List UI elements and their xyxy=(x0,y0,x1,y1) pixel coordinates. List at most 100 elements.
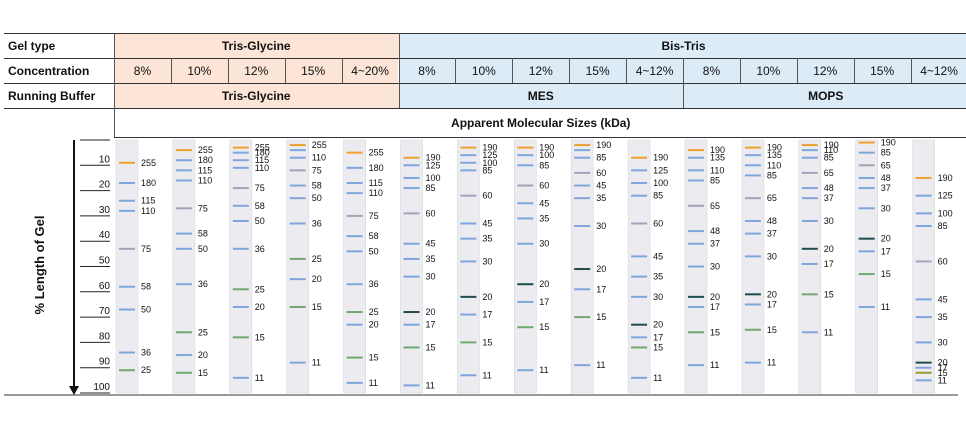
gel-band xyxy=(119,182,135,185)
gel-band xyxy=(460,146,477,149)
table-gridline xyxy=(170,58,172,83)
gel-band xyxy=(688,242,704,245)
band-mw-label: 190 xyxy=(881,138,896,148)
band-mw-label: 15 xyxy=(653,342,663,352)
y-axis-tick-label: 50 xyxy=(99,256,111,267)
gel-band xyxy=(346,381,363,384)
gel-band xyxy=(915,379,932,382)
band-mw-label: 115 xyxy=(255,155,269,165)
gel-band xyxy=(574,268,591,271)
gel-band xyxy=(688,230,704,233)
gel-band xyxy=(289,278,306,281)
band-mw-label: 190 xyxy=(710,145,725,155)
band-mw-label: 45 xyxy=(539,198,549,208)
band-mw-label: 115 xyxy=(141,196,155,206)
band-mw-label: 11 xyxy=(881,302,890,312)
gel-band xyxy=(688,179,704,182)
band-mw-label: 45 xyxy=(653,251,663,261)
gel-band xyxy=(289,361,306,364)
band-mw-label: 85 xyxy=(482,165,492,175)
gel-band xyxy=(631,295,648,298)
band-mw-label: 180 xyxy=(141,178,156,188)
gel-lane xyxy=(627,139,651,394)
gel-band xyxy=(915,361,932,364)
gel-band xyxy=(346,182,363,185)
band-mw-label: 20 xyxy=(198,350,208,360)
gel-band xyxy=(346,283,363,286)
concentration-cell: 4~12% xyxy=(626,58,683,83)
band-mw-label: 11 xyxy=(312,358,321,368)
band-mw-label: 45 xyxy=(482,218,492,228)
y-axis-tick-label: 90 xyxy=(99,357,111,368)
band-mw-label: 75 xyxy=(198,203,208,213)
gel-band xyxy=(574,184,591,187)
gel-band xyxy=(403,323,420,326)
band-mw-label: 65 xyxy=(881,160,891,170)
gel-band xyxy=(175,149,192,152)
band-mw-label: 255 xyxy=(312,140,327,150)
band-mw-label: 11 xyxy=(653,373,662,383)
band-mw-label: 58 xyxy=(255,201,265,211)
gel-band xyxy=(517,242,534,245)
gel-band xyxy=(574,171,591,174)
band-mw-label: 65 xyxy=(710,201,720,211)
gel-band xyxy=(801,197,818,200)
band-mw-label: 75 xyxy=(312,165,322,175)
gel-band xyxy=(915,341,932,344)
band-mw-label: 20 xyxy=(596,264,606,274)
gel-type-tris-glycine: Tris-Glycine xyxy=(114,33,399,58)
band-mw-label: 37 xyxy=(881,183,891,193)
band-mw-label: 50 xyxy=(255,216,265,226)
band-mw-label: 25 xyxy=(198,327,208,337)
band-mw-label: 15 xyxy=(710,327,720,337)
gel-band xyxy=(346,323,363,326)
concentration-cell: 4~20% xyxy=(341,58,399,83)
band-mw-label: 15 xyxy=(482,337,492,347)
gel-band xyxy=(631,194,648,197)
band-mw-label: 20 xyxy=(255,302,265,312)
gel-band xyxy=(631,156,648,159)
band-mw-label: 48 xyxy=(767,216,777,226)
gel-band xyxy=(289,197,306,200)
band-mw-label: 15 xyxy=(539,322,549,332)
band-mw-label: 45 xyxy=(426,239,436,249)
band-mw-label: 20 xyxy=(653,320,663,330)
gel-band xyxy=(517,164,534,167)
gel-band xyxy=(744,328,761,331)
gel-band xyxy=(119,199,135,202)
apparent-sizes-heading: Apparent Molecular Sizes (kDa) xyxy=(451,115,631,130)
gel-band xyxy=(915,225,932,228)
gel-lane xyxy=(570,139,594,394)
band-mw-label: 20 xyxy=(824,244,834,254)
band-mw-label: 17 xyxy=(653,332,663,342)
gel-band xyxy=(232,151,249,154)
gel-band xyxy=(460,295,477,298)
band-mw-label: 60 xyxy=(596,168,606,178)
gel-band xyxy=(403,346,420,349)
gel-band xyxy=(631,182,648,185)
gel-band xyxy=(175,283,192,286)
gel-band xyxy=(175,371,192,374)
gel-band xyxy=(460,313,477,316)
gel-band xyxy=(403,164,420,167)
gel-band xyxy=(175,169,192,172)
band-mw-label: 15 xyxy=(938,368,948,378)
band-mw-label: 45 xyxy=(596,181,606,191)
gel-band xyxy=(631,255,648,258)
gel-lane xyxy=(457,139,480,394)
band-mw-label: 11 xyxy=(426,380,435,390)
gel-band xyxy=(688,169,704,172)
gel-band xyxy=(688,331,704,334)
gel-band xyxy=(119,308,135,311)
concentration-cell: 12% xyxy=(796,58,854,83)
band-mw-label: 15 xyxy=(369,353,379,363)
table-gridline xyxy=(910,58,912,83)
band-mw-label: 36 xyxy=(255,244,265,254)
band-mw-label: 110 xyxy=(824,145,838,155)
band-mw-label: 11 xyxy=(710,360,719,370)
band-mw-label: 180 xyxy=(198,155,213,165)
band-mw-label: 30 xyxy=(824,216,834,226)
gel-band xyxy=(744,232,761,235)
gel-band xyxy=(175,159,192,162)
